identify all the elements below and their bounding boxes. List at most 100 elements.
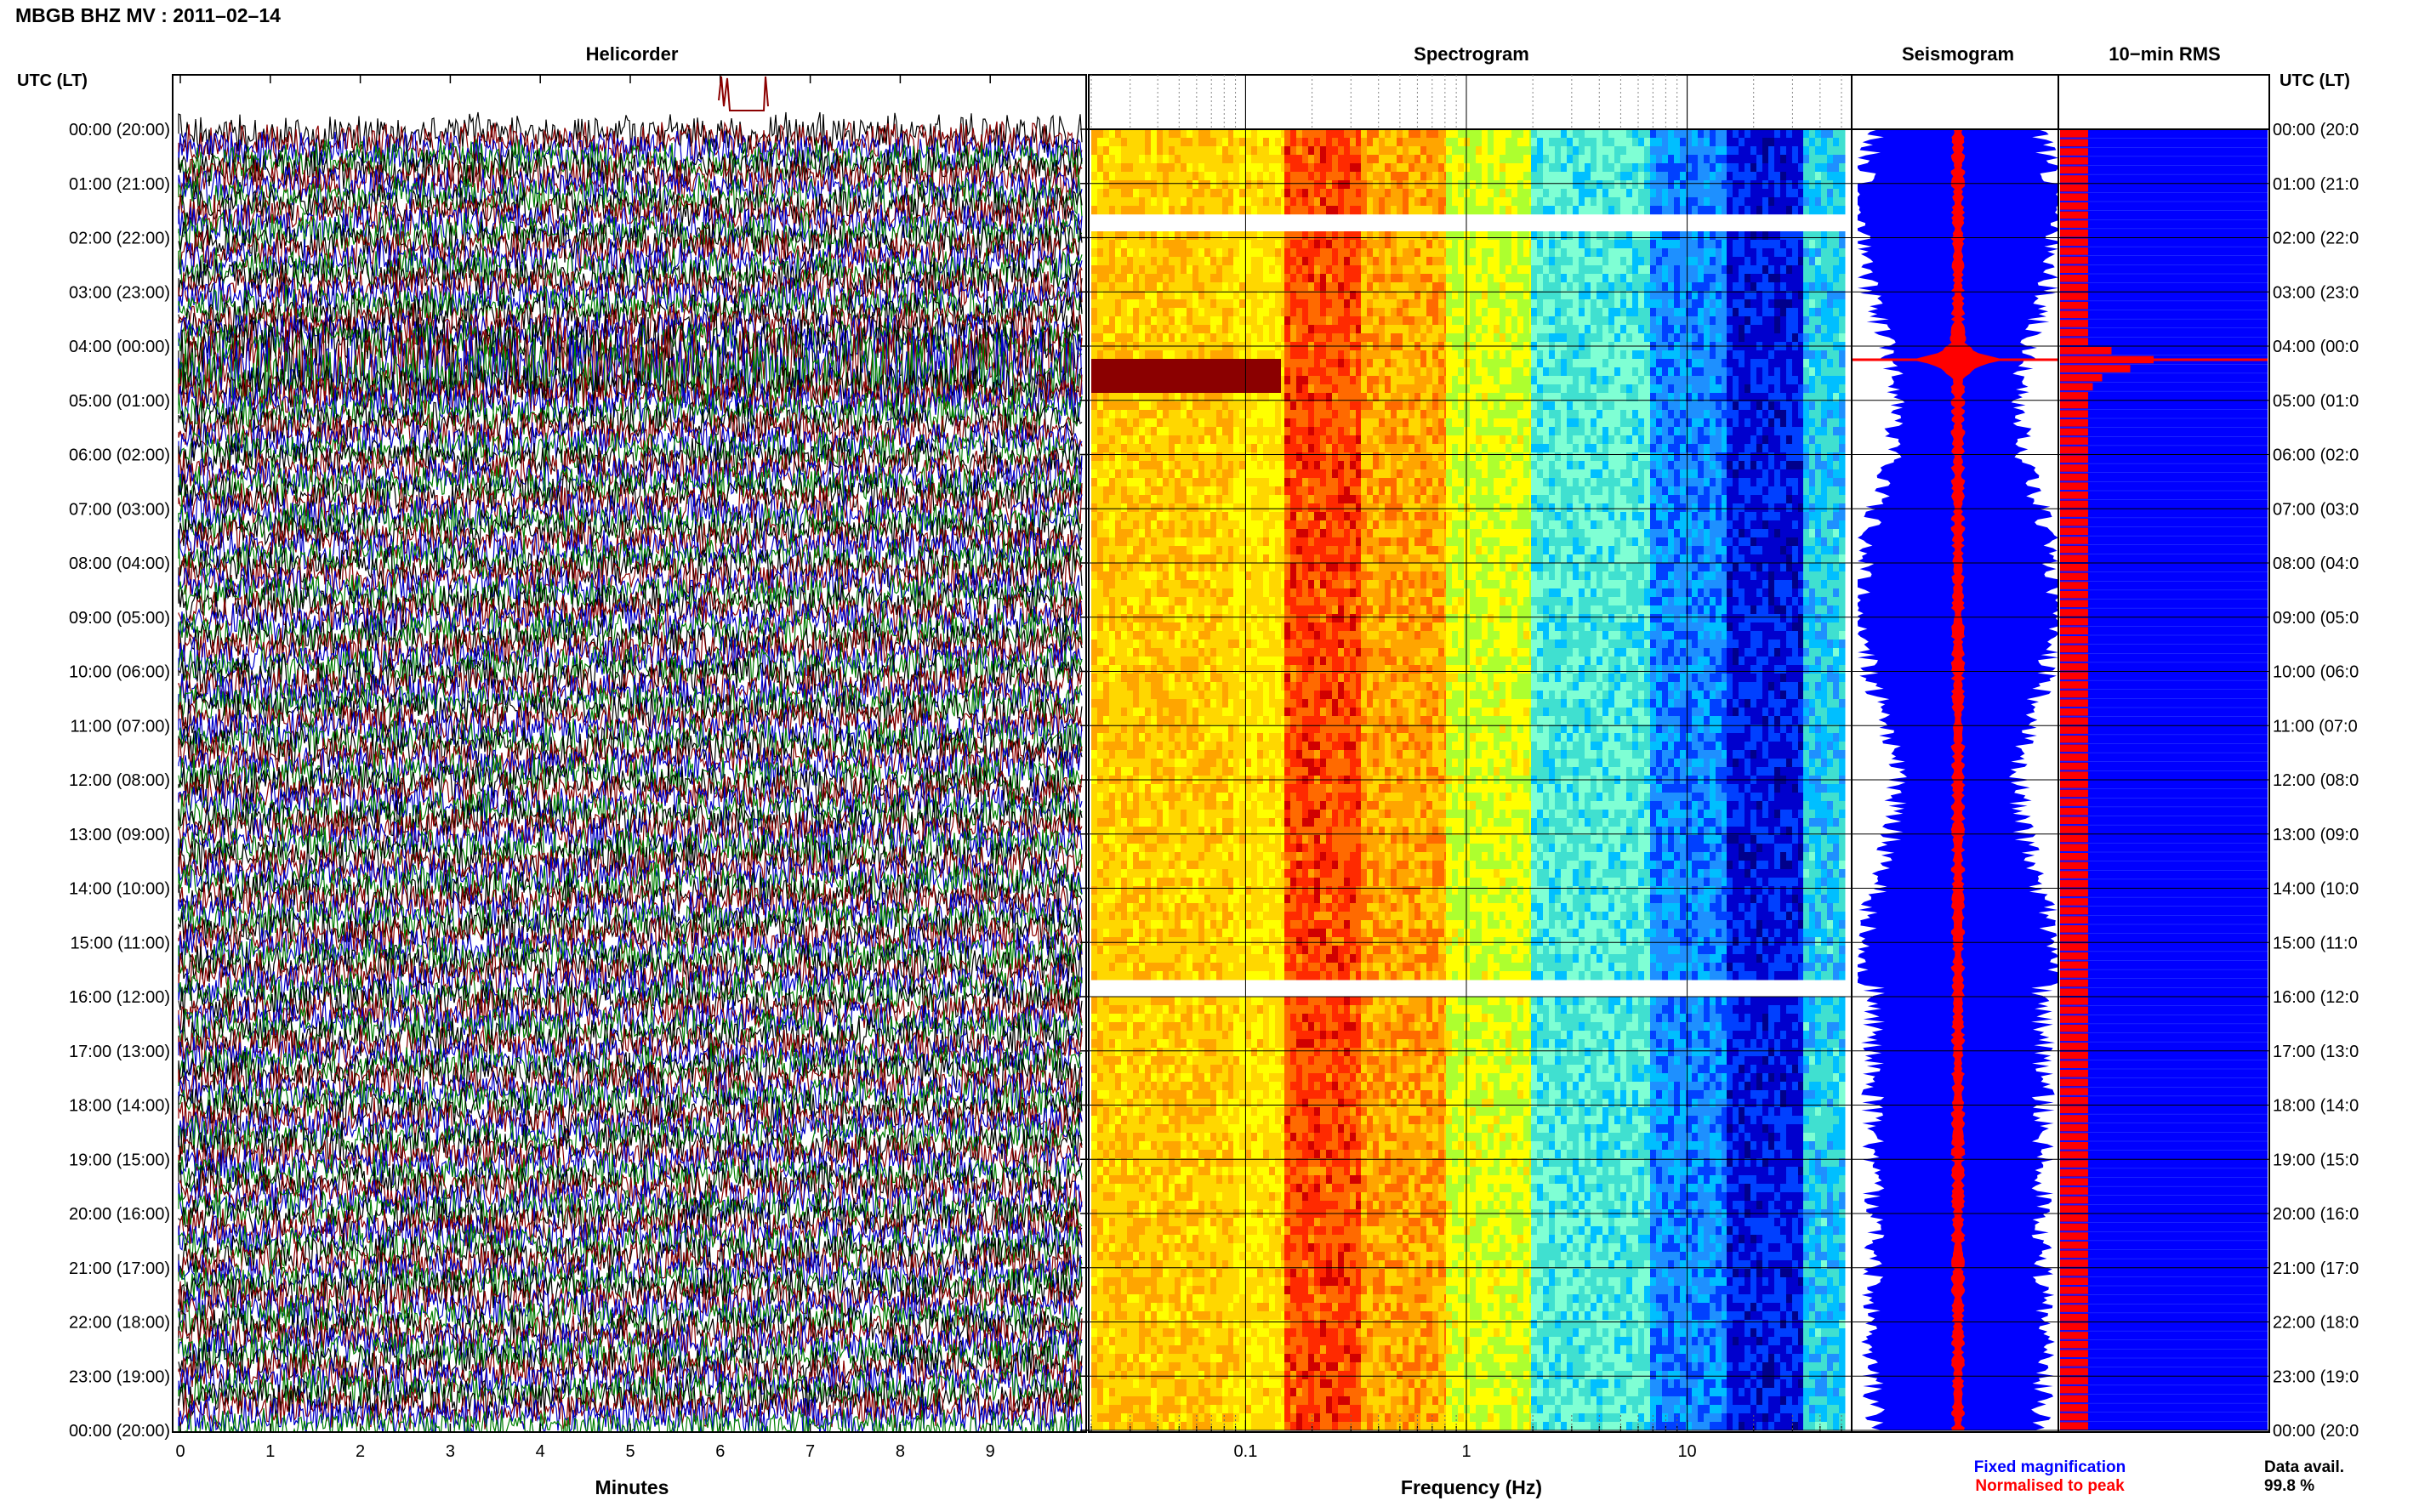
- spectrogram-cell: [1257, 138, 1264, 147]
- spectrogram-cell: [1175, 393, 1181, 402]
- spectrogram-cell: [1290, 418, 1297, 428]
- spectrogram-cell: [1500, 248, 1506, 258]
- spectrogram-cell: [1379, 410, 1386, 419]
- spectrogram-cell: [1488, 325, 1494, 334]
- spectrogram-cell: [1614, 444, 1621, 453]
- spectrogram-cell: [1549, 452, 1556, 462]
- spectrogram-cell: [1192, 189, 1199, 198]
- spectrogram-cell: [1103, 282, 1110, 292]
- spectrogram-cell: [1585, 282, 1591, 292]
- spectrogram-cell: [1674, 189, 1681, 198]
- spectrogram-cell: [1332, 197, 1339, 207]
- spectrogram-cell: [1839, 146, 1846, 156]
- spectrogram-cell: [1543, 325, 1550, 334]
- spectrogram-cell: [1302, 231, 1309, 241]
- spectrogram-cell: [1650, 427, 1657, 436]
- spectrogram-cell: [1722, 367, 1728, 377]
- spectrogram-cell: [1181, 376, 1187, 385]
- spectrogram-cell: [1680, 410, 1687, 419]
- spectrogram-cell: [1438, 282, 1445, 292]
- spectrogram-cell: [1597, 401, 1603, 411]
- spectrogram-cell: [1762, 384, 1769, 394]
- spectrogram-cell: [1121, 257, 1128, 266]
- helicorder-trace: [178, 952, 1083, 997]
- spectrogram-cell: [1821, 129, 1828, 139]
- spectrogram-cell: [1774, 180, 1781, 190]
- spectrogram-cell: [1290, 138, 1297, 147]
- spectrogram-cell: [1216, 350, 1223, 360]
- spectrogram-cell: [1674, 291, 1681, 300]
- spectrogram-cell: [1768, 393, 1775, 402]
- spectrogram-cell: [1187, 384, 1193, 394]
- spectrogram-cell: [1091, 257, 1098, 266]
- spectrogram-cell: [1780, 316, 1787, 326]
- spectrogram-cell: [1464, 444, 1471, 453]
- spectrogram-cell: [1251, 180, 1258, 190]
- spectrogram-cell: [1531, 444, 1538, 453]
- spectrogram-cell: [1326, 180, 1333, 190]
- spectrogram-cell: [1127, 180, 1134, 190]
- spectrogram-cell: [1163, 461, 1170, 470]
- spectrogram-cell: [1198, 384, 1205, 394]
- spectrogram-cell: [1464, 376, 1471, 385]
- spectrogram-cell: [1602, 163, 1609, 173]
- spectrogram-cell: [1827, 189, 1834, 198]
- spectrogram-cell: [1414, 427, 1421, 436]
- spectrogram-cell: [1097, 189, 1104, 198]
- spectrogram-cell: [1446, 299, 1453, 309]
- spectrogram-cell: [1157, 265, 1164, 275]
- spectrogram-cell: [1573, 359, 1579, 368]
- spectrogram-cell: [1257, 359, 1264, 368]
- spectrogram-cell: [1780, 291, 1787, 300]
- spectrogram-cell: [1163, 189, 1170, 198]
- spectrogram-cell: [1192, 325, 1199, 334]
- spectrogram-cell: [1257, 401, 1264, 411]
- spectrogram-cell: [1284, 138, 1291, 147]
- spectrogram-cell: [1103, 401, 1110, 411]
- spectrogram-cell: [1216, 265, 1223, 275]
- spectrogram-cell: [1403, 410, 1409, 419]
- spectrogram-cell: [1602, 138, 1609, 147]
- spectrogram-cell: [1210, 435, 1217, 445]
- spectrogram-cell: [1739, 291, 1745, 300]
- spectrogram-cell: [1674, 138, 1681, 147]
- spectrogram-cell: [1602, 257, 1609, 266]
- spectrogram-cell: [1251, 240, 1258, 249]
- spectrogram-cell: [1815, 376, 1822, 385]
- spectrogram-cell: [1181, 265, 1187, 275]
- spectrogram-cell: [1500, 146, 1506, 156]
- spectrogram-cell: [1426, 265, 1433, 275]
- spectrogram-cell: [1614, 257, 1621, 266]
- spectrogram-cell: [1414, 461, 1421, 470]
- spectrogram-cell: [1320, 291, 1327, 300]
- spectrogram-cell: [1233, 248, 1240, 258]
- helicorder-trace: [178, 436, 1083, 483]
- spectrogram-cell: [1638, 325, 1645, 334]
- spectrogram-cell: [1614, 291, 1621, 300]
- spectrogram-cell: [1210, 257, 1217, 266]
- spectrogram-cell: [1815, 325, 1822, 334]
- spectrogram-cell: [1302, 427, 1309, 436]
- spectrogram-cell: [1320, 384, 1327, 394]
- spectrogram-cell: [1356, 308, 1363, 317]
- spectrogram-cell: [1361, 291, 1368, 300]
- spectrogram-cell: [1432, 274, 1439, 283]
- spectrogram-cell: [1290, 384, 1297, 394]
- spectrogram-cell: [1543, 333, 1550, 343]
- spectrogram-cell: [1157, 350, 1164, 360]
- spectrogram-cell: [1488, 155, 1494, 164]
- spectrogram-cell: [1768, 325, 1775, 334]
- spectrogram-cell: [1602, 444, 1609, 453]
- spectrogram-cell: [1251, 291, 1258, 300]
- spectrogram-cell: [1263, 350, 1270, 360]
- spectrogram-cell: [1762, 367, 1769, 377]
- spectrogram-cell: [1511, 401, 1518, 411]
- helicorder-trace: [178, 645, 1083, 689]
- spectrogram-cell: [1722, 282, 1728, 292]
- spectrogram-cell: [1356, 291, 1363, 300]
- spectrogram-cell: [1109, 240, 1116, 249]
- spectrogram-cell: [1269, 197, 1276, 207]
- spectrogram-cell: [1452, 206, 1459, 215]
- spectrogram-cell: [1245, 282, 1252, 292]
- spectrogram-cell: [1809, 146, 1816, 156]
